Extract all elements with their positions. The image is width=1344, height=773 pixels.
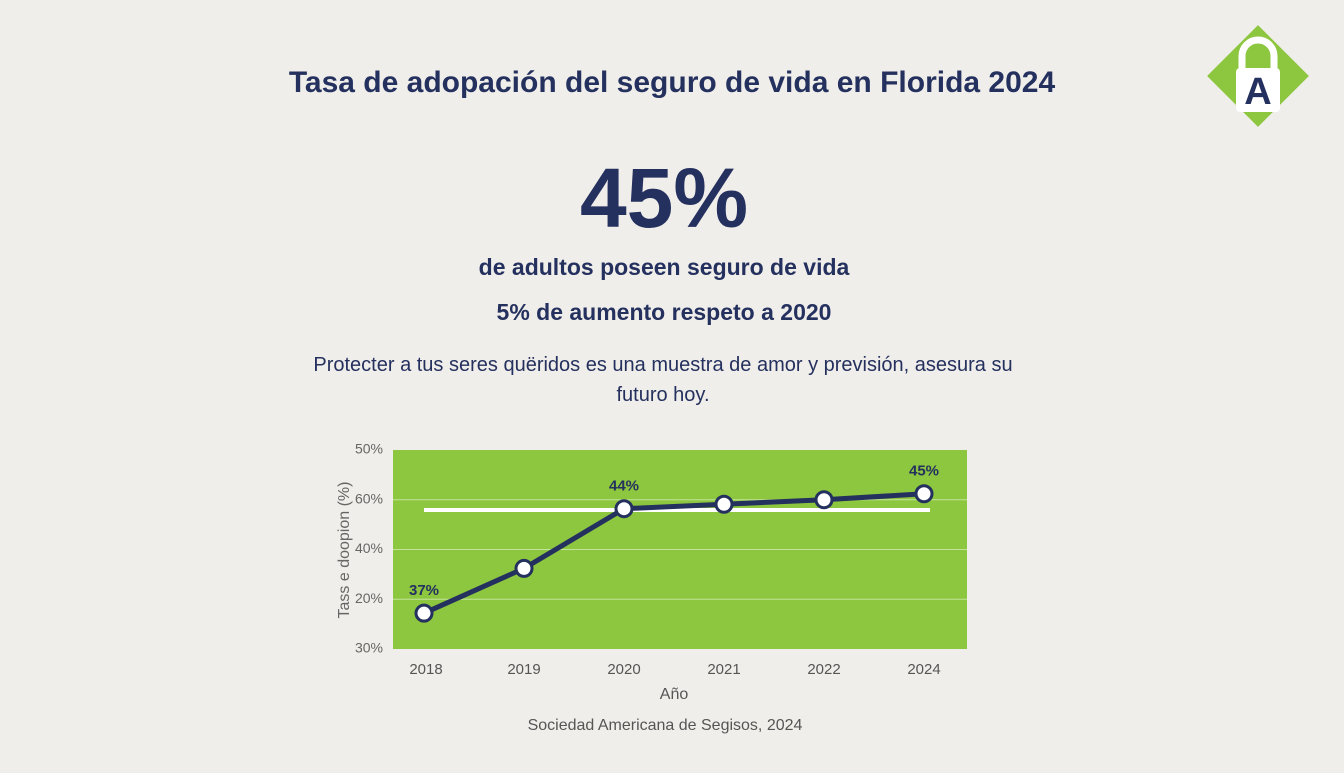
chart: 50% 60% 40% 20% 30% Tass e doopion (%) Año 37% 4…: [336, 441, 967, 703]
y-axis-label: Tass e doopion (%): [336, 482, 353, 619]
data-point: [714, 494, 734, 514]
logo: A: [1207, 25, 1309, 127]
x-tick-label: 2018: [409, 661, 442, 678]
y-tick-label: 30%: [355, 640, 383, 656]
data-line: [422, 491, 925, 616]
x-tick-label: 2022: [807, 661, 840, 678]
x-tick-label: 2021: [707, 661, 740, 678]
message: Protecter a tus seres quëridos es una mu…: [313, 354, 1013, 406]
logo-letter: A: [1244, 71, 1271, 113]
data-label: 45%: [909, 463, 939, 480]
x-axis-label: Año: [660, 686, 689, 703]
x-tick-label: 2024: [907, 661, 940, 678]
x-tick-label: 2019: [507, 661, 540, 678]
message-box: Protecter a tus seres quëridos es una mu…: [313, 354, 1013, 406]
y-tick-label: 40%: [355, 540, 383, 556]
data-point: [414, 603, 434, 623]
headline-caption: de adultos poseen seguro de vida: [479, 254, 850, 280]
data-point: [814, 490, 834, 510]
data-point: [914, 484, 934, 504]
y-tick-label: 60%: [355, 490, 383, 506]
logo-lock: [1238, 36, 1278, 70]
data-label: 44%: [609, 478, 639, 495]
y-tick-label: 50%: [355, 441, 383, 457]
x-tick-label: 2020: [607, 661, 640, 678]
data-point: [614, 499, 634, 519]
data-label: 37%: [409, 582, 439, 599]
headline-change: 5% de aumento respeto a 2020: [497, 299, 832, 325]
y-tick-label: 20%: [355, 590, 383, 606]
data-point: [514, 558, 534, 578]
source: Sociedad Americana de Segisos, 2024: [528, 717, 803, 734]
logo-lock-body: [1236, 68, 1280, 112]
headline: 45%: [580, 151, 748, 245]
title: Tasa de adopación del seguro de vida en …: [289, 66, 1056, 99]
